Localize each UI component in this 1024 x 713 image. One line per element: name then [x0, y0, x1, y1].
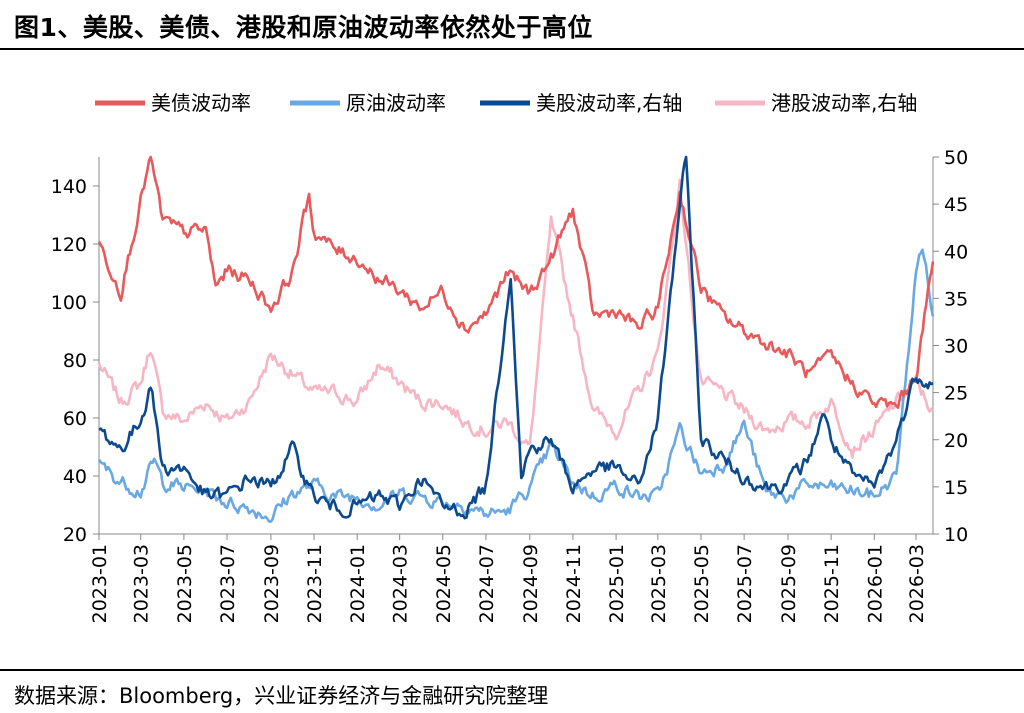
- right-tick-label: 25: [944, 383, 968, 405]
- right-tick-label: 20: [944, 430, 968, 452]
- x-tick-label: 2024-05: [433, 544, 455, 623]
- x-tick-label: 2025-03: [648, 544, 670, 623]
- x-tick-label: 2023-11: [304, 544, 326, 623]
- chart-legend: 美债波动率 原油波动率 美股波动率,右轴 港股波动率,右轴: [95, 91, 917, 115]
- right-tick-label: 35: [944, 288, 968, 310]
- x-tick-label: 2025-05: [691, 544, 713, 623]
- left-tick-label: 140: [51, 176, 87, 198]
- right-tick-label: 50: [944, 147, 968, 169]
- x-tick-label: 2025-09: [778, 544, 800, 623]
- source-divider: [0, 669, 1024, 671]
- right-tick-label: 30: [944, 336, 968, 358]
- left-tick-label: 20: [63, 524, 87, 546]
- series-line-4: [97, 178, 935, 459]
- page-title: 图1、美股、美债、港股和原油波动率依然处于高位: [14, 13, 593, 42]
- right-tick-label: 45: [944, 194, 968, 216]
- left-tick-label: 100: [51, 292, 87, 314]
- legend-label-4: 港股波动率,右轴: [771, 91, 917, 115]
- right-tick-label: 15: [944, 477, 968, 499]
- series-layer: [97, 155, 935, 523]
- x-tick-label: 2026-03: [906, 544, 928, 623]
- x-tick-label: 2023-03: [131, 544, 153, 623]
- title-divider: [0, 48, 1024, 50]
- x-tick-label: 2024-11: [563, 544, 585, 623]
- series-line-2: [97, 248, 935, 523]
- left-tick-label: 60: [63, 408, 87, 430]
- legend-label-1: 美债波动率: [151, 91, 251, 115]
- x-tick-label: 2024-03: [390, 544, 412, 623]
- x-tick-label: 2024-09: [520, 544, 542, 623]
- x-tick-label: 2025-01: [606, 544, 628, 623]
- legend-label-3: 美股波动率,右轴: [536, 91, 682, 115]
- series-line-1: [97, 155, 935, 410]
- x-tick-label: 2025-11: [821, 544, 843, 623]
- left-tick-label: 40: [63, 466, 87, 488]
- source-note: 数据来源：Bloomberg，兴业证券经济与金融研究院整理: [14, 684, 549, 708]
- x-tick-label: 2023-09: [261, 544, 283, 623]
- x-tick-label: 2023-01: [89, 544, 111, 623]
- legend-label-2: 原油波动率: [346, 91, 446, 115]
- volatility-chart: 美债波动率 原油波动率 美股波动率,右轴 港股波动率,右轴 20 40 60 80 100 12…: [51, 91, 968, 623]
- series-line-3: [98, 155, 934, 520]
- left-tick-label: 80: [63, 350, 87, 372]
- x-tick-label: 2023-07: [217, 544, 239, 623]
- right-tick-label: 40: [944, 241, 968, 263]
- chart-axes: 20 40 60 80 100 120 140 10 15 20 25 30 35 40 45 50 2023-…: [51, 147, 968, 623]
- left-tick-label: 120: [51, 234, 87, 256]
- x-tick-label: 2025-07: [734, 544, 756, 623]
- x-tick-label: 2024-07: [476, 544, 498, 623]
- x-tick-label: 2026-01: [864, 544, 886, 623]
- x-tick-label: 2024-01: [347, 544, 369, 623]
- x-tick-label: 2023-05: [174, 544, 196, 623]
- right-tick-label: 10: [944, 524, 968, 546]
